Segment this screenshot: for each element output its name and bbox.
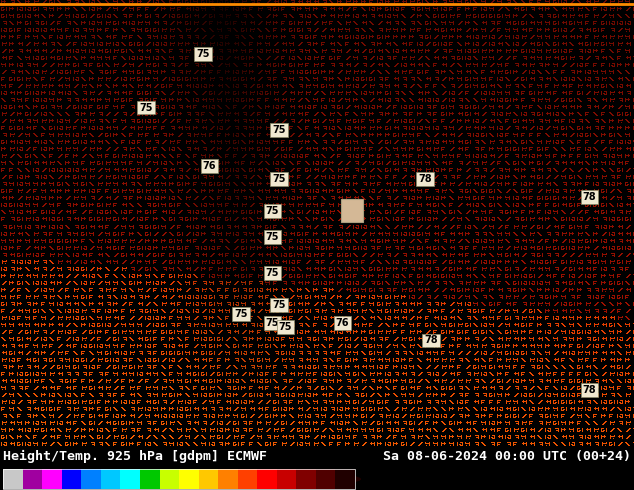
Text: 75: 75 — [272, 125, 286, 135]
Bar — [140, 469, 160, 489]
Bar — [160, 469, 179, 489]
Bar — [316, 469, 335, 489]
Bar — [238, 469, 257, 489]
Text: 78: 78 — [583, 385, 597, 395]
Text: 78: 78 — [424, 336, 438, 345]
Text: 78: 78 — [418, 174, 432, 184]
Text: 75: 75 — [272, 174, 286, 184]
Text: 76: 76 — [202, 161, 216, 171]
Bar — [3, 469, 355, 489]
Text: 75: 75 — [234, 309, 248, 318]
Text: 78: 78 — [583, 192, 597, 202]
Text: Height/Temp. 925 hPa [gdpm] ECMWF: Height/Temp. 925 hPa [gdpm] ECMWF — [3, 450, 267, 463]
Text: 75: 75 — [196, 49, 210, 59]
Bar — [81, 469, 101, 489]
Text: 75: 75 — [272, 300, 286, 310]
Bar — [335, 469, 355, 489]
Text: 75: 75 — [266, 232, 280, 243]
Bar — [3, 469, 23, 489]
Bar — [297, 469, 316, 489]
Bar — [62, 469, 81, 489]
Bar — [198, 469, 218, 489]
Text: 75: 75 — [266, 318, 280, 327]
FancyBboxPatch shape — [341, 199, 363, 222]
Text: Sa 08-06-2024 00:00 UTC (00+24): Sa 08-06-2024 00:00 UTC (00+24) — [383, 450, 631, 463]
Bar — [179, 469, 198, 489]
Bar — [42, 469, 62, 489]
Text: 75: 75 — [266, 206, 280, 216]
Text: 75: 75 — [139, 102, 153, 113]
Text: 75: 75 — [278, 322, 292, 332]
Bar — [257, 469, 277, 489]
Bar — [277, 469, 297, 489]
Bar — [101, 469, 120, 489]
Text: 76: 76 — [335, 318, 349, 327]
Bar — [120, 469, 140, 489]
Text: 75: 75 — [266, 269, 280, 278]
Bar — [23, 469, 42, 489]
Bar — [218, 469, 238, 489]
